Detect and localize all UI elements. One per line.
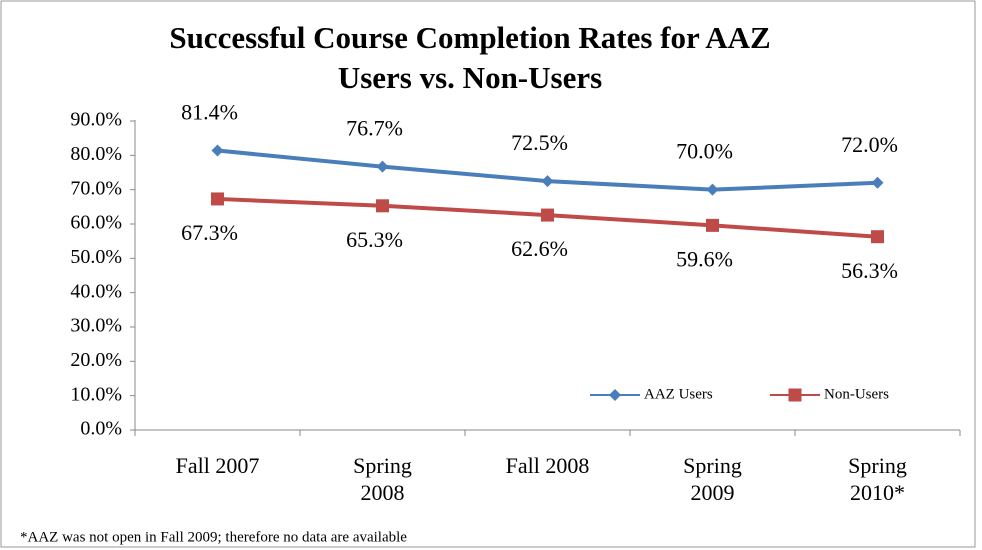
data-point [376,160,389,173]
y-tick-label: 0.0% [80,418,122,440]
y-tick-label: 40.0% [70,280,122,302]
x-tick-label: Fall 2008 [505,453,590,478]
data-label: 72.5% [511,130,568,155]
legend-marker [609,389,621,401]
data-point [376,199,389,213]
data-label: 65.3% [346,227,403,252]
data-label: 62.6% [511,236,568,261]
legend-label: AAZ Users [644,386,713,402]
y-tick-label: 80.0% [70,143,122,165]
data-label: 81.4% [181,100,238,125]
data-point [211,192,224,206]
data-point [541,208,554,222]
y-tick-label: 50.0% [70,246,122,268]
x-tick-label: Spring 2008 [353,453,412,505]
x-tick-label: Spring 2009 [683,453,742,505]
legend-label: Non-Users [824,386,889,402]
y-tick-label: 10.0% [70,383,122,405]
data-point [871,176,884,189]
legend-marker [788,388,802,402]
footnote: *AAZ was not open in Fall 2009; therefor… [20,529,407,545]
data-point [211,144,224,157]
y-tick-label: 70.0% [70,177,122,199]
data-point [706,218,719,232]
data-label: 56.3% [841,258,898,283]
y-tick-label: 60.0% [70,212,122,234]
data-label: 70.0% [676,139,733,164]
y-tick-label: 90.0% [70,109,122,131]
data-point [541,175,554,188]
data-point [706,183,719,196]
y-tick-label: 20.0% [70,349,122,371]
chart-title: Successful Course Completion Rates for A… [169,20,771,95]
x-tick-label: Fall 2007 [175,453,260,478]
data-point [871,230,884,244]
data-label: 72.0% [841,132,898,157]
data-label: 59.6% [676,246,733,271]
y-tick-label: 30.0% [70,315,122,337]
data-label: 67.3% [181,220,238,245]
data-label: 76.7% [346,116,403,141]
x-tick-label: Spring 2010* [848,453,907,505]
